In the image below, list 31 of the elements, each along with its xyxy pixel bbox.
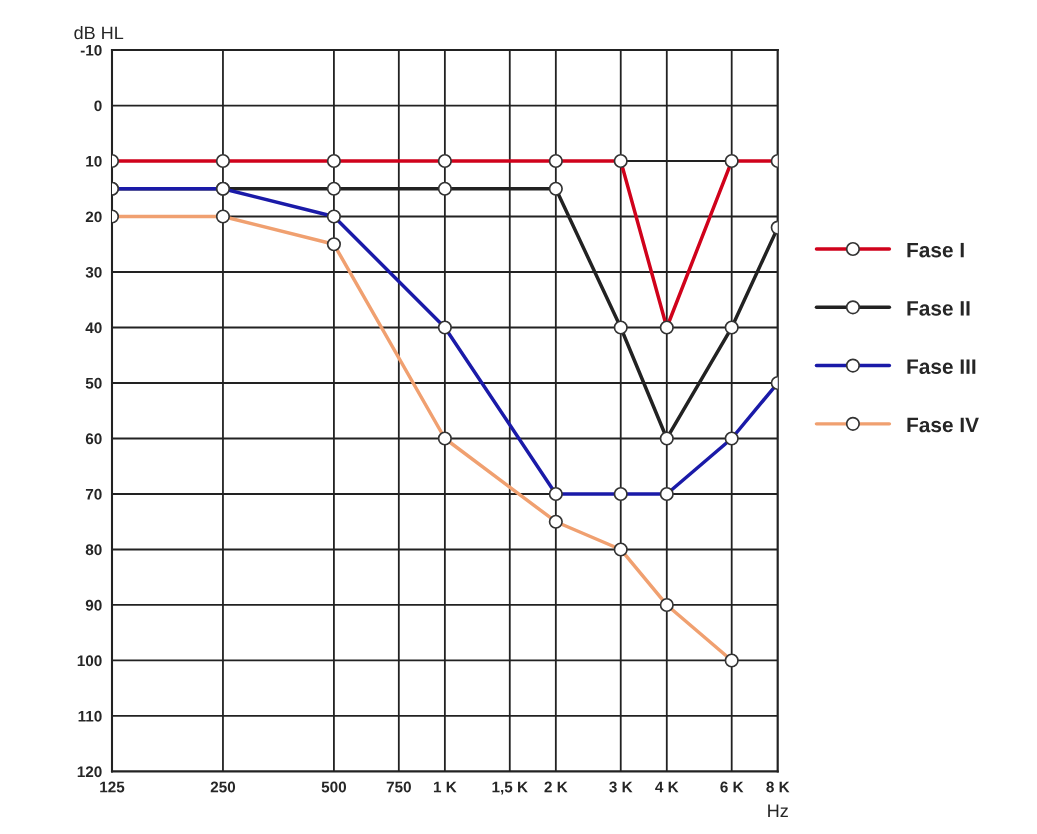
x-axis-title: Hz	[768, 804, 788, 817]
x-tick-label: 8 K	[766, 781, 790, 793]
y-tick-label: 0	[94, 100, 102, 112]
y-tick-label: -10	[80, 44, 102, 56]
x-tick-label: 3 K	[609, 781, 633, 793]
x-tick-label: 500	[321, 781, 347, 793]
y-tick-label: 90	[85, 599, 102, 611]
y-tick-label: 110	[78, 710, 102, 722]
legend-label: Fase IV	[907, 417, 979, 433]
x-tick-label: 125	[100, 781, 125, 793]
x-tick-label: 750	[386, 781, 411, 793]
y-tick-label: 80	[85, 544, 102, 556]
x-tick-label: 1 K	[433, 781, 457, 793]
y-tick-label: 40	[85, 322, 102, 334]
y-tick-label: 10	[86, 155, 102, 167]
y-tick-label: 20	[85, 211, 102, 223]
y-tick-label: 100	[77, 655, 102, 667]
y-tick-label: 70	[85, 488, 102, 500]
y-tick-label: 120	[77, 766, 102, 778]
legend-label: Fase II	[907, 301, 970, 316]
y-tick-label: 50	[85, 377, 102, 389]
y-axis-title: dB HL	[74, 25, 124, 40]
x-tick-label: 250	[210, 781, 236, 793]
x-tick-label: 4 K	[655, 781, 679, 793]
x-tick-label: 2 K	[544, 781, 568, 793]
legend-label: Fase I	[907, 242, 964, 258]
y-tick-label: 30	[85, 266, 102, 278]
x-tick-label: 6 K	[720, 781, 744, 793]
y-tick-label: 60	[85, 433, 102, 445]
legend-label: Fase III	[907, 359, 976, 375]
x-tick-label: 1,5 K	[492, 781, 528, 795]
